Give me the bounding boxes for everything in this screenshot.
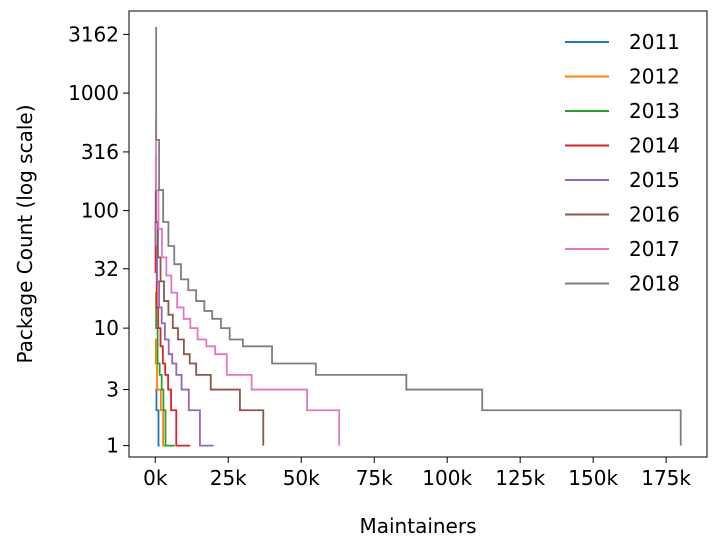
y-tick-label: 1 (106, 434, 119, 458)
x-tick-label: 100k (422, 466, 472, 490)
series-line-2015 (154, 189, 214, 447)
legend-label: 2012 (629, 65, 680, 89)
legend-item-2017: 2017 (565, 237, 680, 261)
series-line-2018 (155, 26, 682, 446)
legend-label: 2015 (629, 168, 680, 192)
x-axis: 0k 25k 50k 75k 100k 125k 150k 175k (143, 457, 691, 490)
legend-label: 2018 (629, 272, 680, 296)
y-axis: 1 3 10 32 100 316 1000 3162 (68, 22, 129, 458)
y-tick-label: 3162 (68, 22, 119, 46)
y-tick-label: 316 (81, 140, 119, 164)
legend-label: 2017 (629, 237, 680, 261)
legend-item-2013: 2013 (565, 99, 680, 123)
x-tick-label: 0k (143, 466, 168, 490)
legend-item-2018: 2018 (565, 272, 680, 296)
legend-item-2014: 2014 (565, 134, 680, 158)
legend-item-2015: 2015 (565, 168, 680, 192)
series-line-2016 (154, 153, 265, 446)
series-line-2014 (154, 221, 191, 447)
legend-item-2016: 2016 (565, 203, 680, 227)
series-line-2012 (154, 338, 167, 447)
legend-label: 2014 (629, 134, 680, 158)
series-line-2013 (155, 291, 175, 447)
x-tick-label: 150k (568, 466, 618, 490)
x-axis-label: Maintainers (359, 514, 476, 538)
y-tick-label: 1000 (68, 81, 119, 105)
legend-item-2012: 2012 (565, 65, 680, 89)
y-tick-label: 100 (81, 199, 119, 223)
x-tick-label: 75k (356, 466, 393, 490)
x-tick-label: 175k (641, 466, 691, 490)
legend-item-2011: 2011 (565, 30, 680, 54)
x-tick-label: 25k (210, 466, 247, 490)
legend-label: 2011 (629, 30, 680, 54)
series-line-2017 (155, 118, 341, 446)
legend-label: 2016 (629, 203, 680, 227)
y-tick-label: 32 (94, 257, 119, 281)
series-line-2011 (155, 388, 160, 447)
y-axis-label: Package Count (log scale) (13, 105, 37, 364)
plot-frame (128, 10, 708, 458)
x-tick-label: 125k (495, 466, 545, 490)
y-tick-label: 3 (106, 378, 119, 402)
x-tick-label: 50k (283, 466, 320, 490)
y-tick-label: 10 (94, 316, 119, 340)
legend-label: 2013 (629, 99, 680, 123)
series-layer (154, 26, 682, 447)
legend: 2011 2012 2013 2014 2015 2016 2017 2018 (565, 30, 680, 296)
